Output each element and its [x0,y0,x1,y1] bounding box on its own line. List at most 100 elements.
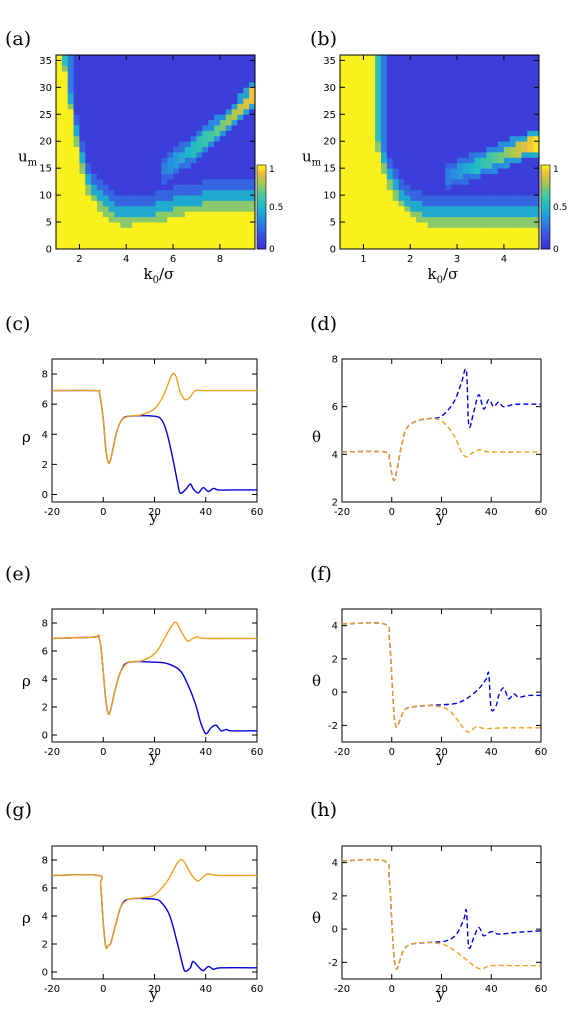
heatmap-cell [515,71,522,77]
heatmap-cell [451,103,458,110]
heatmap-cell [375,130,382,137]
heatmap-cell [433,184,440,191]
heatmap-cell [386,222,394,228]
heatmap-cell [114,114,121,121]
heatmap-cell [369,200,376,207]
heatmap-cell [208,141,215,148]
heatmap-cell [91,195,98,201]
heatmap-cell [126,222,133,228]
heatmap-cell [249,216,256,223]
heatmap-cell [404,65,411,72]
heatmap-cell [369,189,376,196]
heatmap-cell [143,173,151,180]
heatmap-cell [515,55,522,61]
heatmap-cell [73,125,80,131]
heatmap-cell [404,205,411,212]
heatmap-cell [79,141,86,148]
heatmap-cell [498,216,505,223]
heatmap-cell [345,200,353,207]
colorbar-segment [257,221,266,225]
heatmap-cell [351,205,358,212]
heatmap-cell [386,211,394,218]
heatmap-cell [132,141,139,148]
heatmap-cell [386,189,394,196]
heatmap-cell [178,227,186,234]
heatmap-cell [392,146,399,153]
heatmap-cell [243,98,250,104]
heatmap-cell [73,184,80,191]
heatmap-cell [433,238,440,245]
heatmap-cell [375,135,382,142]
heatmap-cell [85,152,92,158]
heatmap-cell [167,243,174,250]
heatmap-cell [190,216,197,223]
heatmap-cell [67,108,74,115]
heatmap-cell [190,205,197,212]
heatmap-cell [67,135,74,142]
heatmap-cell [231,232,238,239]
colorbar-segment [541,190,550,193]
heatmap-cell [375,184,382,191]
heatmap-cell [173,65,180,72]
heatmap-cell [231,216,238,223]
heatmap-cell [498,173,505,180]
heatmap-cell [161,108,168,115]
heatmap-cell [345,103,353,110]
heatmap-cell [380,227,388,234]
heatmap-cell [173,81,180,88]
heatmap-cell [120,146,127,153]
heatmap-cell [498,178,505,185]
heatmap-cell [79,205,86,212]
heatmap-cell [208,92,215,99]
heatmap-cell [486,135,493,142]
heatmap-cell [243,162,250,169]
heatmap-cell [533,222,540,228]
heatmap-cell [243,157,250,164]
heatmap-cell [515,222,522,228]
heatmap-cell [108,157,115,164]
heatmap-cell [515,162,522,169]
heatmap-cell [515,76,522,83]
heatmap-cell [61,135,69,142]
heatmap-cell [445,189,452,196]
heatmap-cell [369,152,376,158]
heatmap-cell [363,141,370,148]
heatmap-cell [480,60,487,67]
heatmap-cell [73,81,80,88]
heatmap-cell [67,76,74,83]
heatmap-cell [340,141,347,148]
colorbar-segment [257,181,266,185]
heatmap-cell [533,114,540,121]
colorbar-segment [541,219,550,223]
heatmap-cell [96,243,104,250]
heatmap-cell [340,173,347,180]
heatmap-cell [208,189,215,196]
heatmap-cell [108,130,115,137]
heatmap-cell [462,243,470,250]
heatmap-cell [357,178,364,185]
heatmap-cell [56,55,63,61]
heatmap-cell [56,108,63,115]
heatmap-cell [445,216,452,223]
heatmap-cell [340,60,347,67]
heatmap-cell [149,152,156,158]
heatmap-cell [527,162,534,169]
heatmap-cell [375,81,382,88]
heatmap-cell [225,222,232,228]
heatmap-cell [351,125,358,131]
heatmap-cell [219,178,227,185]
heatmap-cell [433,195,440,201]
heatmap-cell [462,108,470,115]
heatmap-cell [143,157,151,164]
heatmap-cell [521,152,528,158]
heatmap-cell [386,227,394,234]
heatmap-cell [357,146,364,153]
heatmap-cell [386,98,394,104]
heatmap-cell [243,55,250,61]
heatmap-cell [462,222,470,228]
heatmap-cell [202,146,209,153]
heatmap-cell [126,65,133,72]
heatmap-cell [340,195,347,201]
heatmap-cell [503,119,511,126]
heatmap-cell [114,135,121,142]
